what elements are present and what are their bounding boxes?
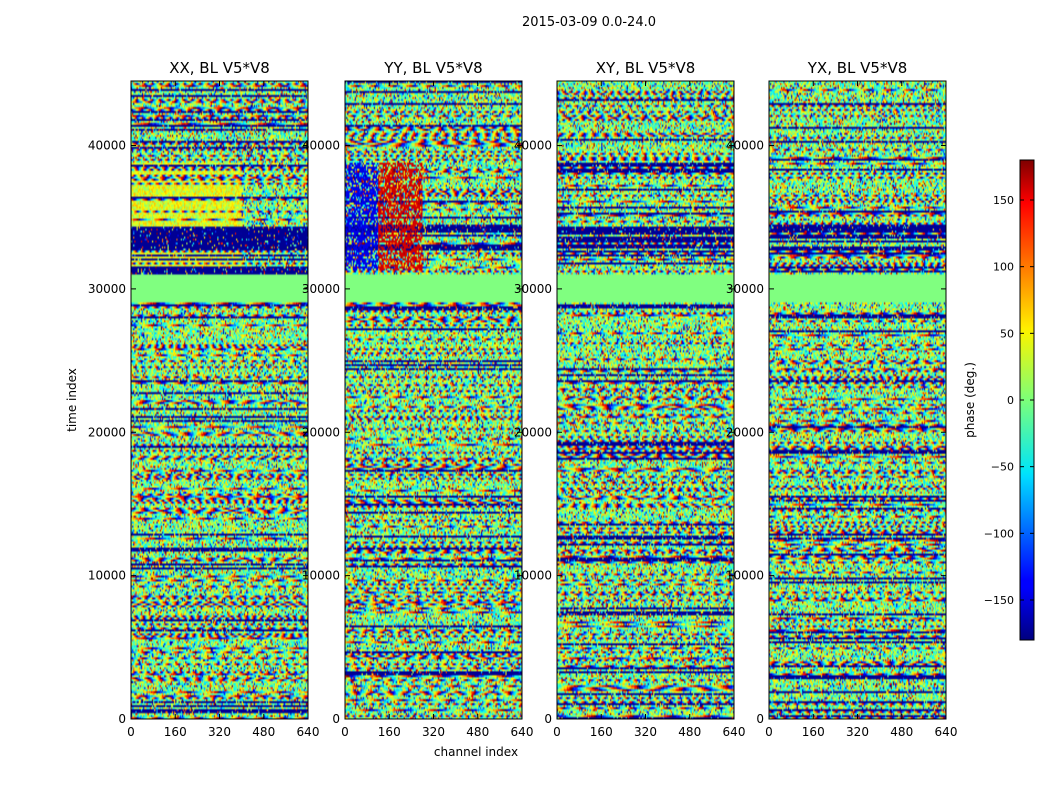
x-tick-label: 480 [890, 725, 913, 739]
y-tick-label: 0 [544, 712, 552, 726]
x-tick-label: 0 [765, 725, 773, 739]
panel-title: XY, BL V5*V8 [596, 59, 696, 77]
panel-xy: XY, BL V5*V8 0 160 320 480 640 0 10000 20000 3000… [514, 59, 746, 739]
panel-yx: YX, BL V5*V8 0 160 320 480 640 0 10000 20000 3000… [726, 59, 958, 739]
colorbar-label: phase (deg.) [963, 362, 977, 438]
y-tick-label: 0 [756, 712, 764, 726]
x-tick-label: 480 [252, 725, 275, 739]
x-tick-label: 160 [378, 725, 401, 739]
y-tick-label: 30000 [302, 282, 340, 296]
colorbar-tick-label: 50 [1000, 327, 1014, 340]
colorbar-tick-label: −50 [991, 461, 1014, 474]
y-tick-label: 20000 [726, 425, 764, 439]
colorbar: −150 −100 −50 0 50 100 150 phase (deg.) [963, 159, 1035, 641]
colorbar-tick-label: 0 [1007, 394, 1014, 407]
heatmap-image-yx [769, 81, 946, 719]
y-tick-label: 30000 [726, 282, 764, 296]
x-tick-label: 0 [553, 725, 561, 739]
heatmap-image-xy [557, 81, 734, 719]
x-tick-label: 160 [164, 725, 187, 739]
y-tick-label: 20000 [514, 425, 552, 439]
panel-xx: XX, BL V5*V8 0 160 320 480 640 0 10000 20000 3000… [88, 59, 320, 739]
colorbar-ticks: −150 −100 −50 0 50 100 150 [984, 194, 1034, 607]
panel-title: XX, BL V5*V8 [169, 59, 270, 77]
x-tick-label: 640 [935, 725, 958, 739]
colorbar-tick-label: 100 [993, 261, 1014, 274]
x-tick-label: 320 [208, 725, 231, 739]
x-tick-label: 640 [297, 725, 320, 739]
y-axis-label: time index [65, 368, 79, 432]
heatmap-image-xx [131, 81, 308, 719]
y-tick-label: 10000 [726, 569, 764, 583]
x-tick-label: 160 [802, 725, 825, 739]
x-tick-label: 320 [422, 725, 445, 739]
colorbar-tick-label: −150 [984, 594, 1014, 607]
x-tick-label: 320 [846, 725, 869, 739]
x-axis-label: channel index [434, 745, 518, 759]
colorbar-tick-label: 150 [993, 194, 1014, 207]
colorbar-tick-label: −100 [984, 527, 1014, 540]
x-tick-label: 160 [590, 725, 613, 739]
x-tick-label: 640 [723, 725, 746, 739]
panels: XX, BL V5*V8 0 160 320 480 640 0 10000 20000 3000… [88, 59, 958, 739]
x-tick-label: 480 [678, 725, 701, 739]
y-tick-label: 0 [118, 712, 126, 726]
y-tick-label: 30000 [514, 282, 552, 296]
y-tick-label: 30000 [88, 282, 126, 296]
y-tick-label: 10000 [302, 569, 340, 583]
panel-title: YX, BL V5*V8 [807, 59, 908, 77]
y-tick-label: 0 [332, 712, 340, 726]
y-tick-label: 20000 [88, 425, 126, 439]
y-tick-label: 40000 [514, 139, 552, 153]
y-tick-label: 40000 [302, 139, 340, 153]
y-tick-label: 10000 [88, 569, 126, 583]
heatmap-image-yy [345, 81, 522, 719]
y-tick-label: 40000 [88, 139, 126, 153]
panel-title: YY, BL V5*V8 [383, 59, 482, 77]
x-tick-label: 640 [511, 725, 534, 739]
x-tick-label: 480 [466, 725, 489, 739]
figure-suptitle: 2015-03-09 0.0-24.0 [522, 15, 656, 30]
x-tick-label: 0 [341, 725, 349, 739]
x-tick-label: 0 [127, 725, 135, 739]
panel-yy: YY, BL V5*V8 0 160 320 480 640 0 10000 20000 3000… [302, 59, 534, 739]
y-tick-label: 40000 [726, 139, 764, 153]
x-tick-label: 320 [634, 725, 657, 739]
y-tick-label: 10000 [514, 569, 552, 583]
y-tick-label: 20000 [302, 425, 340, 439]
